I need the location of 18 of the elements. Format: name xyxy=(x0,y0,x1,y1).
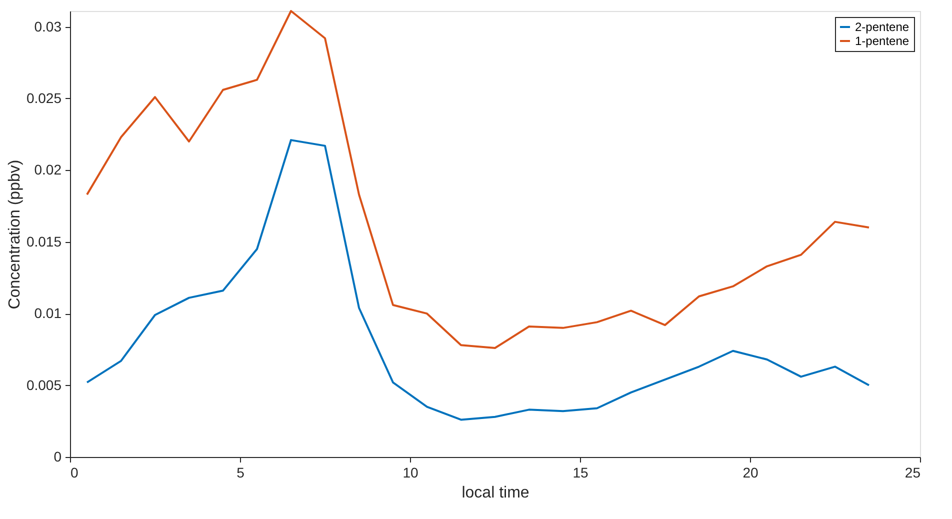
y-tick-label: 0.01 xyxy=(34,305,62,322)
y-tick-label: 0.025 xyxy=(26,90,62,106)
x-tick-label: 10 xyxy=(402,464,418,480)
x-tick-label: 15 xyxy=(572,464,588,480)
y-axis-title: Concentration (ppbv) xyxy=(6,160,24,310)
y-tick-label: 0.015 xyxy=(26,233,62,250)
legend-label: 2-pentene xyxy=(855,20,910,34)
y-tick-label: 0.005 xyxy=(26,376,62,393)
y-tick-label: 0.03 xyxy=(34,18,62,34)
x-tick-label: 0 xyxy=(70,464,78,480)
x-tick-label: 20 xyxy=(742,464,758,480)
line-series xyxy=(86,139,870,421)
y-tick-label: 0 xyxy=(54,448,62,464)
legend-label: 1-pentene xyxy=(855,34,910,48)
x-tick-label: 25 xyxy=(904,464,921,480)
y-tick-label: 0.02 xyxy=(34,162,62,178)
x-tick-label: 5 xyxy=(236,464,245,480)
x-axis-title: local time xyxy=(462,484,530,502)
